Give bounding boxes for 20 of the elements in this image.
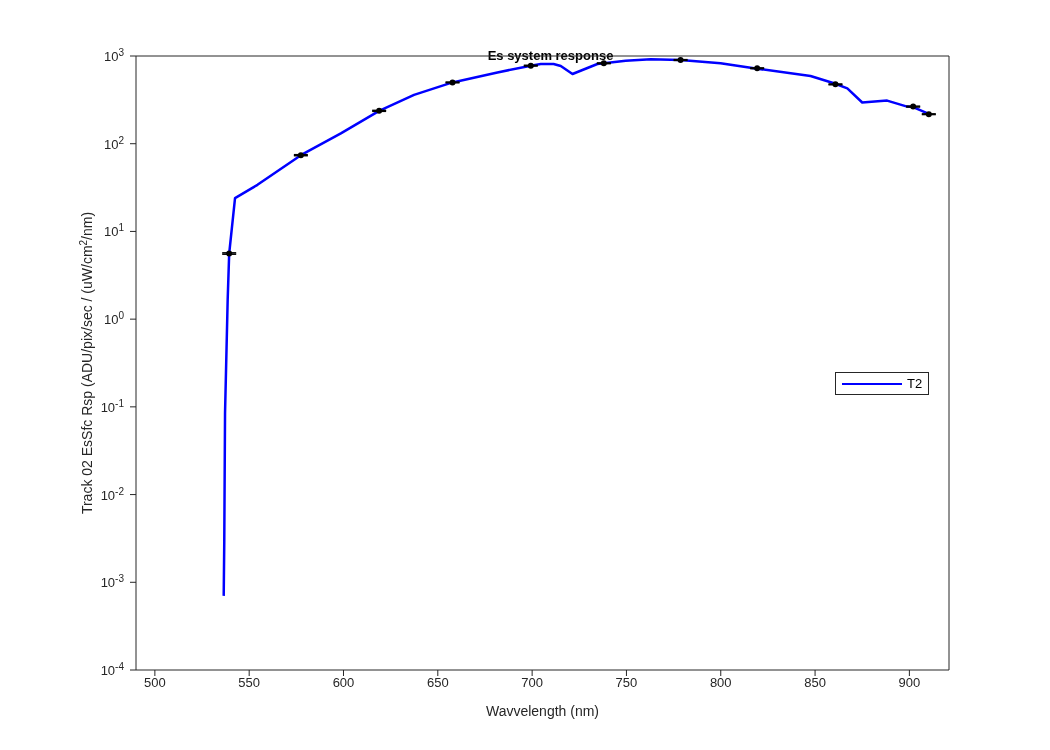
- chart-title: Es system response: [486, 48, 615, 63]
- x-tick-label: 750: [615, 675, 638, 691]
- legend-label: T2: [907, 376, 923, 391]
- y-tick-label: 10$^{0}$: [103, 309, 125, 328]
- x-tick-label: 800: [709, 675, 732, 691]
- x-axis-title: Wavvelength (nm): [485, 703, 600, 719]
- x-tick-label: 550: [238, 675, 261, 691]
- x-tick-label: 650: [426, 675, 449, 691]
- y-tick-label: 10$^{1}$: [103, 221, 125, 240]
- x-tick-label: 850: [804, 675, 826, 691]
- y-tick-label: 10$^{-4}$: [100, 660, 125, 678]
- x-tick-label: 900: [898, 675, 921, 691]
- x-tick-label: 600: [332, 675, 355, 691]
- y-tick-label: 10$^{-2}$: [100, 485, 125, 503]
- y-tick-label: 10$^{3}$: [103, 46, 125, 64]
- y-tick-label: 10$^{2}$: [103, 134, 125, 152]
- x-tick-label: 700: [521, 675, 543, 691]
- x-tick-label: 500: [144, 675, 166, 691]
- y-tick-label: 10$^{-3}$: [100, 572, 125, 591]
- y-tick-label: 10$^{-1}$: [100, 397, 125, 415]
